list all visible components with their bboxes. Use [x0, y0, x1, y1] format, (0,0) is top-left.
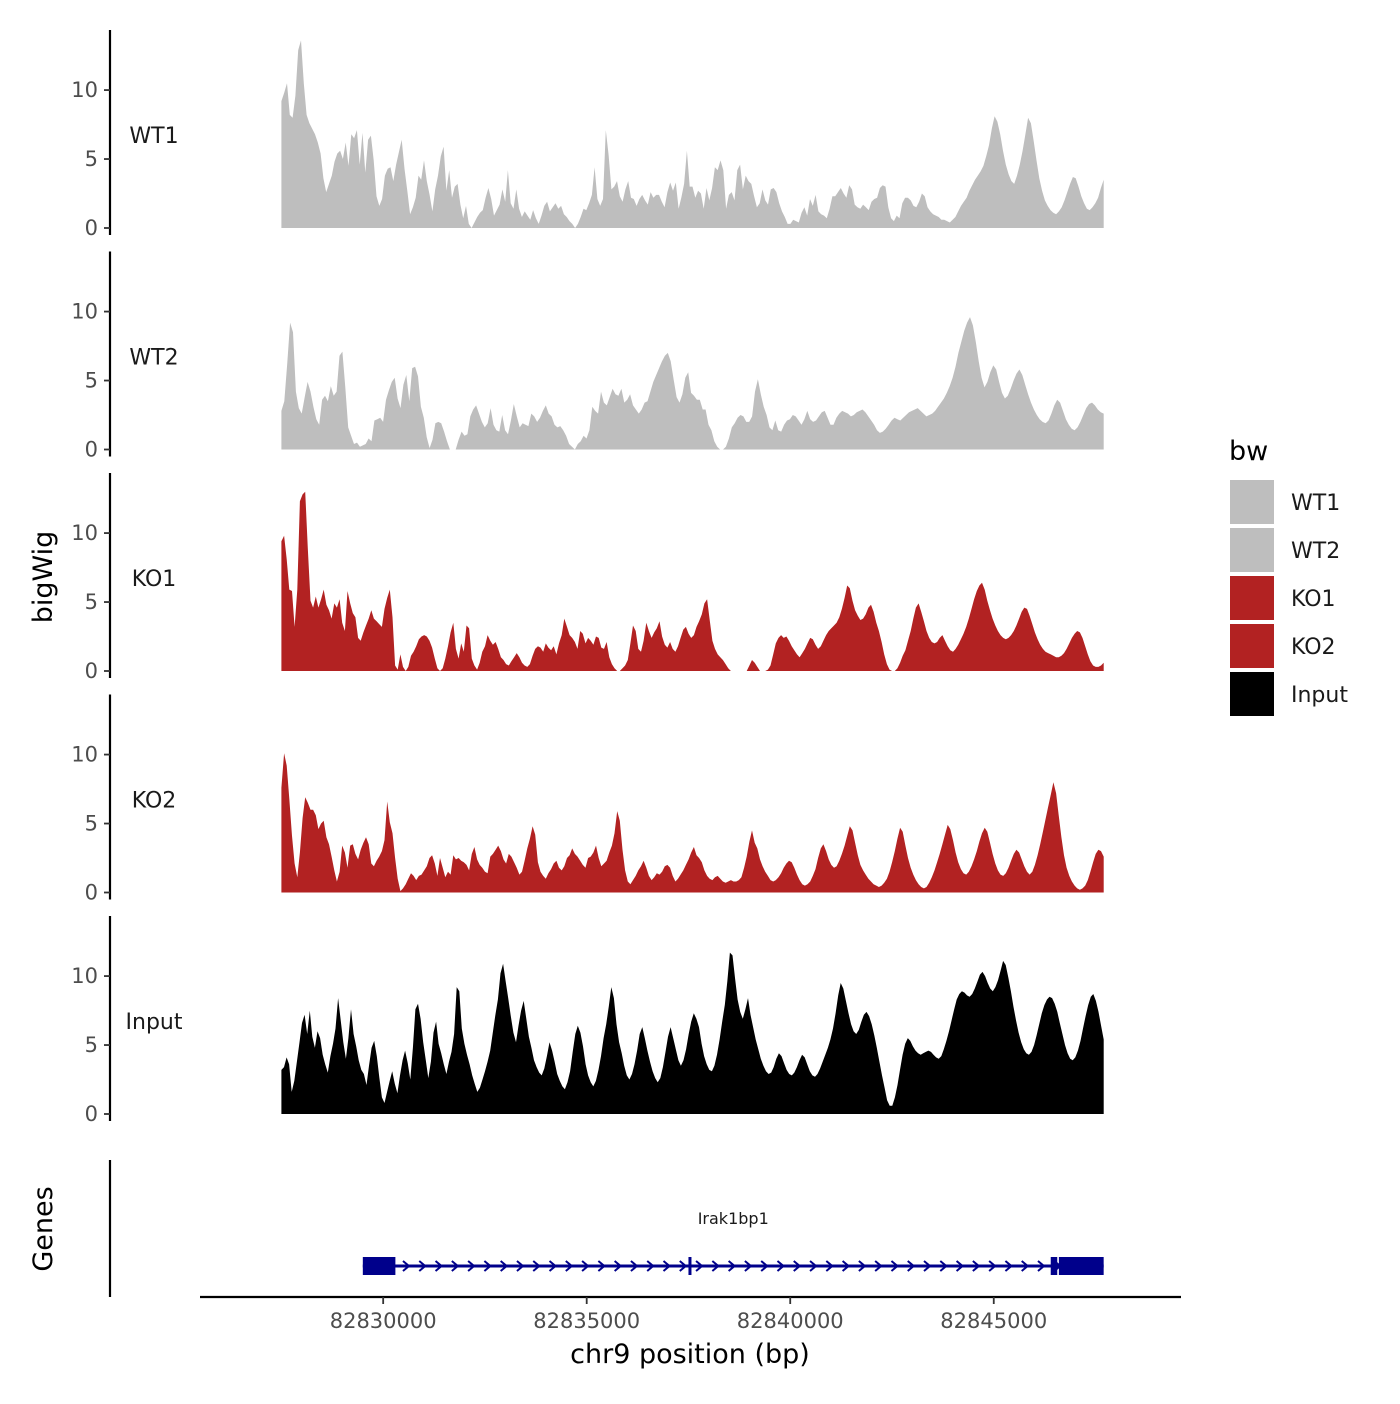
strand-arrow	[825, 1260, 834, 1272]
strand-arrow	[907, 1260, 916, 1272]
strand-arrow	[451, 1260, 460, 1272]
y-tick-label: 10	[71, 78, 98, 102]
y-tick-label: 5	[85, 1033, 98, 1057]
coverage-area-wt2	[281, 317, 1104, 450]
strand-arrow	[939, 1260, 948, 1272]
y-tick-label: 5	[85, 147, 98, 171]
track-input: 0 5 10 Input	[71, 916, 1104, 1126]
gene-exon	[688, 1257, 692, 1275]
strand-arrow	[793, 1260, 802, 1272]
y-tick-label: 0	[85, 438, 98, 462]
strand-arrow	[434, 1260, 444, 1272]
gene-exon	[362, 1257, 396, 1275]
strand-arrow	[581, 1260, 590, 1272]
strand-arrow	[1004, 1260, 1013, 1272]
strand-arrow	[841, 1260, 851, 1272]
strand-arrow	[1037, 1260, 1046, 1272]
y-tick-label: 5	[85, 590, 98, 614]
strand-arrow	[727, 1260, 737, 1272]
y-tick-label: 0	[85, 1102, 98, 1126]
strand-arrow	[890, 1260, 899, 1272]
legend-label-wt1: WT1	[1291, 491, 1340, 516]
track-wt2: 0 5 10 WT2	[71, 251, 1104, 462]
x-tick-label: 82830000	[330, 1309, 437, 1333]
legend-key-wt1	[1230, 480, 1274, 524]
strand-arrow	[467, 1260, 476, 1272]
x-axis-title: chr9 position (bp)	[570, 1339, 810, 1370]
track-label: WT2	[129, 346, 178, 371]
y-tick-label: 5	[85, 369, 98, 393]
y-tick-label: 10	[71, 521, 98, 545]
coverage-area-ko1	[281, 491, 1104, 671]
legend-key-ko2	[1230, 624, 1274, 668]
x-tick-label: 82835000	[533, 1309, 640, 1333]
y-tick-label: 0	[85, 881, 98, 905]
track-label: WT1	[129, 124, 178, 149]
legend-label-ko2: KO2	[1291, 635, 1336, 660]
track-label: KO2	[132, 789, 177, 814]
track-ko2: 0 5 10 KO2	[71, 694, 1104, 905]
strand-arrow	[500, 1260, 509, 1272]
strand-arrow	[760, 1260, 769, 1272]
legend-key-input	[1230, 672, 1274, 716]
legend-label-ko1: KO1	[1291, 587, 1336, 612]
strand-arrow	[711, 1260, 720, 1272]
strand-arrow	[516, 1260, 525, 1272]
y-tick-label: 10	[71, 964, 98, 988]
y-tick-label: 10	[71, 300, 98, 324]
gene-track: Irak1bp1	[108, 1160, 1104, 1297]
y-tick-label: 10	[71, 743, 98, 767]
strand-arrow	[646, 1260, 655, 1272]
legend-title: bw	[1229, 436, 1268, 467]
strand-arrow	[923, 1260, 932, 1272]
strand-arrow	[972, 1260, 981, 1272]
strand-arrow	[597, 1260, 606, 1272]
strand-arrow	[858, 1260, 867, 1272]
x-axis: 82830000 82835000 82840000 82845000	[200, 1295, 1181, 1333]
strand-arrow	[613, 1260, 623, 1272]
legend-key-wt2	[1230, 528, 1274, 572]
track-ko1: 0 5 10 KO1	[71, 473, 1104, 683]
strand-arrow	[955, 1260, 965, 1272]
strand-arrow	[679, 1260, 688, 1272]
gene-name-label: Irak1bp1	[698, 1209, 769, 1228]
strand-arrow	[809, 1260, 818, 1272]
gene-exon	[1058, 1257, 1104, 1275]
strand-arrow	[1021, 1260, 1030, 1272]
x-tick-label: 82840000	[737, 1309, 844, 1333]
legend-label-input: Input	[1291, 683, 1348, 708]
strand-arrow	[874, 1260, 883, 1272]
strand-arrow	[532, 1260, 541, 1272]
x-tick-label: 82845000	[940, 1309, 1047, 1333]
y-tick-label: 0	[85, 216, 98, 240]
legend-key-ko1	[1230, 576, 1274, 620]
strand-arrow	[548, 1260, 558, 1272]
strand-arrow	[776, 1260, 786, 1272]
strand-arrow	[630, 1260, 639, 1272]
track-label: Input	[126, 1010, 183, 1035]
strand-arrow	[565, 1260, 574, 1272]
gene-exon	[1050, 1257, 1058, 1275]
genes-axis-title: Genes	[28, 1186, 59, 1271]
strand-arrow	[483, 1260, 492, 1272]
y-tick-label: 0	[85, 659, 98, 683]
tracks-layer: 0 5 10 WT1 0 5 10 WT2 0 5 10 KO1 0 5 10 KO2 0 5 10 Input	[71, 30, 1104, 1126]
coverage-area-wt1	[281, 40, 1104, 229]
strand-arrow	[402, 1260, 411, 1272]
track-wt1: 0 5 10 WT1	[71, 30, 1104, 240]
track-label: KO1	[132, 567, 177, 592]
strand-arrow	[695, 1260, 704, 1272]
strand-arrow	[988, 1260, 997, 1272]
legend: bw WT1 WT2 KO1 KO2 Input	[1229, 436, 1348, 716]
strand-arrow	[418, 1260, 427, 1272]
y-tick-label: 5	[85, 812, 98, 836]
legend-label-wt2: WT2	[1291, 539, 1340, 564]
strand-arrow	[662, 1260, 672, 1272]
strand-arrow	[744, 1260, 753, 1272]
coverage-area-input	[281, 952, 1104, 1114]
y-axis-title: bigWig	[28, 531, 59, 624]
coverage-area-ko2	[281, 753, 1104, 893]
